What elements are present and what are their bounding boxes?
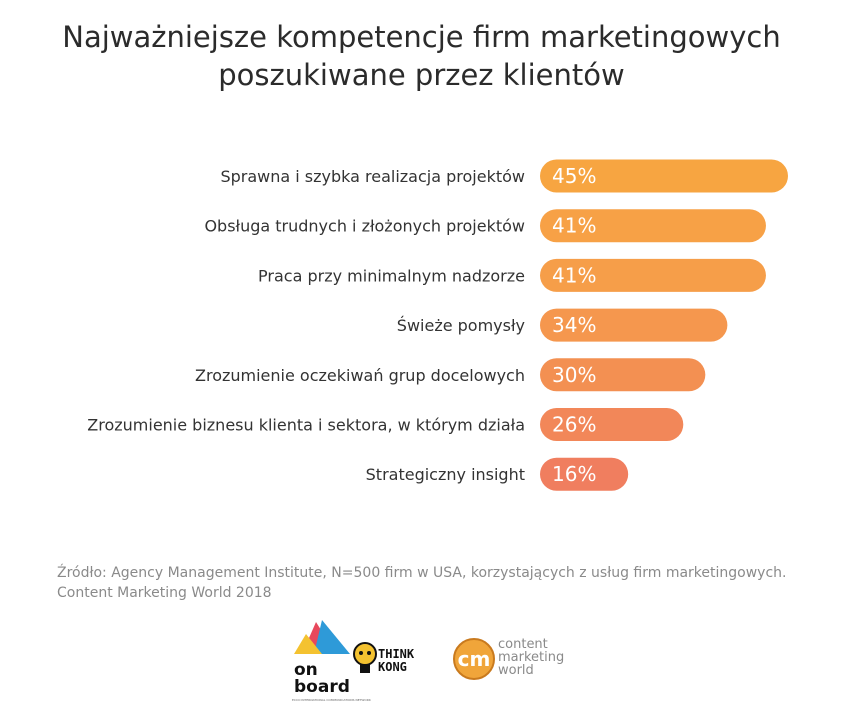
bar-value-label: 45% (552, 164, 596, 188)
svg-text:cm: cm (458, 647, 491, 671)
bar (540, 408, 684, 441)
onboard-sail-icon (294, 620, 350, 654)
logo-strip: on board ECCO INTERNATIONAL COMMUNICATIO… (0, 615, 843, 715)
onboard-wordmark: on board (294, 660, 350, 697)
category-label: Zrozumienie biznesu klienta i sektora, w… (87, 416, 525, 435)
category-label: Świeże pomysły (397, 316, 525, 335)
cmw-wordmark: content marketing world (498, 637, 565, 678)
source-line1: Źródło: Agency Management Institute, N=5… (57, 565, 787, 581)
lightbulb-icon (353, 642, 377, 673)
bar-value-label: 34% (552, 313, 596, 337)
bar (540, 358, 706, 392)
source-note: Źródło: Agency Management Institute, N=5… (57, 563, 817, 603)
bar-value-label: 16% (552, 462, 596, 486)
category-label: Zrozumienie oczekiwań grup docelowych (195, 366, 525, 385)
chart-title: Najważniejsze kompetencje firm marketing… (0, 18, 843, 94)
category-label: Sprawna i szybka realizacja projektów (220, 167, 525, 186)
source-line2: Content Marketing World 2018 (57, 585, 272, 601)
thinkkong-logo: THINK KONG (352, 640, 422, 700)
bar-value-label: 41% (552, 263, 596, 287)
bar (540, 159, 788, 193)
content-marketing-world-logo: cm content marketing world (452, 637, 572, 707)
thinkkong-wordmark: THINK KONG (378, 647, 415, 674)
onboard-tagline: ECCO INTERNATIONAL COMMUNICATIONS NETWOR… (292, 698, 371, 702)
category-label: Strategiczny insight (366, 465, 525, 484)
category-label: Praca przy minimalnym nadzorze (258, 266, 525, 285)
bar (540, 308, 728, 342)
bar-value-label: 30% (552, 363, 596, 387)
cm-badge-icon: cm (453, 638, 495, 680)
bar-chart: Sprawna i szybka realizacja projektów 45%… (87, 159, 788, 491)
bar (540, 258, 766, 292)
chart-title-line2: poszukiwane przez klientów (218, 58, 625, 92)
bar-value-label: 41% (552, 214, 596, 238)
onboard-logo: on board ECCO INTERNATIONAL COMMUNICATIO… (292, 620, 371, 702)
chart-title-line1: Najważniejsze kompetencje firm marketing… (62, 20, 781, 54)
category-label: Obsługa trudnych i złożonych projektów (204, 217, 525, 236)
bar (540, 209, 766, 243)
bar (540, 457, 629, 491)
bar-value-label: 26% (552, 413, 596, 437)
